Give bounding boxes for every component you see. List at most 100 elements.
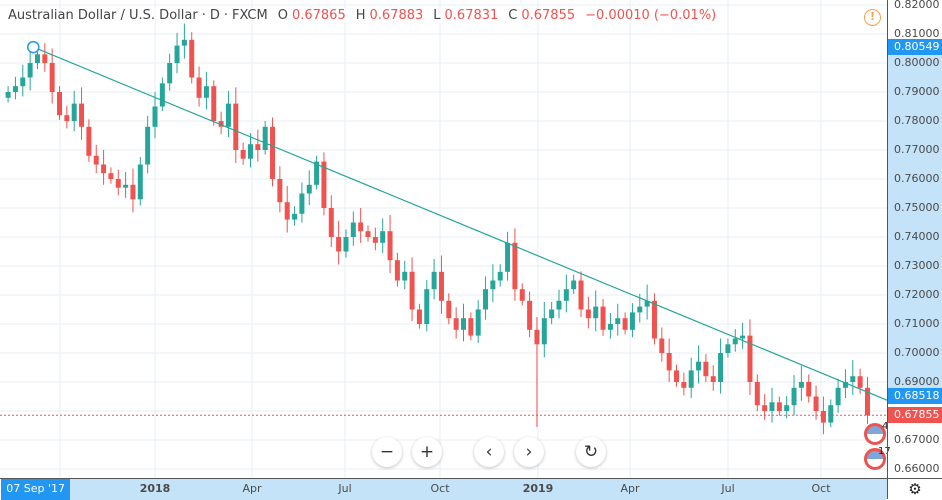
- candle-body: [674, 370, 680, 382]
- reset-chart-button[interactable]: ↻: [576, 437, 606, 467]
- candle-body: [835, 387, 841, 406]
- candle-body: [762, 405, 768, 411]
- separator: ·: [223, 8, 228, 23]
- scroll-left-button[interactable]: ‹: [474, 437, 504, 467]
- price-tick-label: 0.71000: [894, 317, 940, 330]
- price-axis[interactable]: 0.82000 0.81000 0.80000 0.79000 0.78000 0.770…: [887, 0, 942, 478]
- candle-body: [497, 271, 503, 281]
- price-tick-label: 0.72000: [894, 288, 940, 301]
- candle-body: [438, 271, 444, 301]
- candle-body: [424, 289, 430, 324]
- candle-body: [86, 126, 92, 156]
- candle-body: [725, 344, 731, 353]
- price-chart[interactable]: [0, 0, 887, 478]
- alert-icon[interactable]: !: [864, 9, 881, 26]
- close-value: 0.67855: [521, 8, 576, 23]
- candle-body: [225, 103, 231, 127]
- close-label: C: [508, 8, 518, 23]
- event-count: 4: [882, 421, 889, 432]
- candle-body: [718, 353, 724, 382]
- candle-body: [5, 92, 11, 98]
- us-flag-event-icon[interactable]: [864, 448, 886, 470]
- candle-body: [328, 208, 334, 237]
- candle-body: [615, 318, 621, 324]
- time-range-highlight: [33, 479, 887, 500]
- candle-body: [159, 83, 165, 107]
- candle-body: [152, 106, 158, 127]
- symbol-legend: Australian Dollar / U.S. Dollar · D · FX…: [8, 8, 717, 23]
- price-tick-label: 0.67000: [894, 433, 940, 446]
- us-flag-event-icon[interactable]: [864, 423, 886, 445]
- candle-body: [857, 376, 863, 388]
- price-tag-trend-end: 0.68518: [888, 387, 942, 404]
- low-value: 0.67831: [444, 8, 499, 23]
- time-tick-label: 2018: [139, 482, 171, 495]
- candle-body: [644, 300, 650, 307]
- high-value: 0.67883: [369, 8, 424, 23]
- candle-body: [820, 411, 826, 423]
- candle-body: [402, 271, 408, 281]
- candle-body: [101, 164, 107, 174]
- candle-body: [813, 396, 819, 411]
- candle-body: [806, 382, 812, 397]
- candle-body: [240, 150, 246, 159]
- candle-body: [409, 271, 415, 310]
- candle-body: [247, 144, 253, 159]
- candle-body: [593, 306, 599, 319]
- price-tick-label: 0.80000: [894, 56, 940, 69]
- trendline: [33, 46, 887, 401]
- candle-body: [255, 144, 261, 150]
- candle-body: [578, 280, 584, 310]
- candle-body: [321, 161, 327, 208]
- candle-body: [233, 103, 239, 150]
- zoom-out-button[interactable]: −: [372, 437, 402, 467]
- time-tick-label: 2019: [522, 482, 554, 495]
- candle-body: [453, 318, 459, 330]
- scroll-right-button[interactable]: ›: [514, 437, 544, 467]
- price-tick-label: 0.73000: [894, 259, 940, 272]
- time-axis[interactable]: 2018 Apr Jul Oct 2019 Apr Jul Oct 07 Sep '17: [0, 478, 887, 500]
- candle-body: [34, 54, 40, 63]
- candle-body: [681, 382, 687, 388]
- interval: D: [209, 8, 220, 23]
- candle-body: [607, 324, 613, 330]
- candle-body: [512, 242, 518, 290]
- change-value: −0.00010 (−0.01%): [585, 8, 717, 23]
- separator: ·: [201, 8, 206, 23]
- zoom-in-button[interactable]: +: [412, 437, 442, 467]
- candle-body: [571, 280, 577, 290]
- candle-body: [710, 376, 716, 382]
- candle-body: [284, 202, 290, 220]
- candle-body: [490, 280, 496, 290]
- candle-body: [791, 387, 797, 406]
- symbol-name[interactable]: Australian Dollar / U.S. Dollar: [8, 8, 198, 23]
- price-tick-label: 0.69000: [894, 375, 940, 388]
- candle-body: [784, 405, 790, 411]
- candle-body: [740, 335, 746, 339]
- candle-body: [541, 318, 547, 345]
- price-tick-label: 0.76000: [894, 172, 940, 185]
- settings-icon[interactable]: ⚙: [887, 478, 942, 499]
- candle-body: [336, 237, 342, 252]
- candle-body: [563, 289, 569, 301]
- candle-body: [864, 387, 870, 416]
- candle-body: [585, 309, 591, 319]
- candle-body: [703, 361, 709, 377]
- candle-body: [747, 335, 753, 382]
- candle-body: [115, 179, 121, 188]
- price-tag-trend-start: 0.80549: [888, 39, 942, 56]
- candle-body: [842, 382, 848, 388]
- candle-body: [600, 306, 606, 330]
- candle-body: [446, 300, 452, 319]
- candle-body: [798, 382, 804, 388]
- candle-body: [365, 231, 371, 237]
- candle-body: [292, 213, 298, 220]
- candle-body: [306, 184, 312, 194]
- candle-body: [394, 260, 400, 281]
- event-count: 17: [878, 446, 891, 457]
- candle-body: [20, 77, 26, 87]
- trendline-handle: [27, 40, 40, 54]
- candle-body: [380, 231, 386, 243]
- candle-body: [64, 115, 70, 121]
- candle-body: [637, 306, 643, 313]
